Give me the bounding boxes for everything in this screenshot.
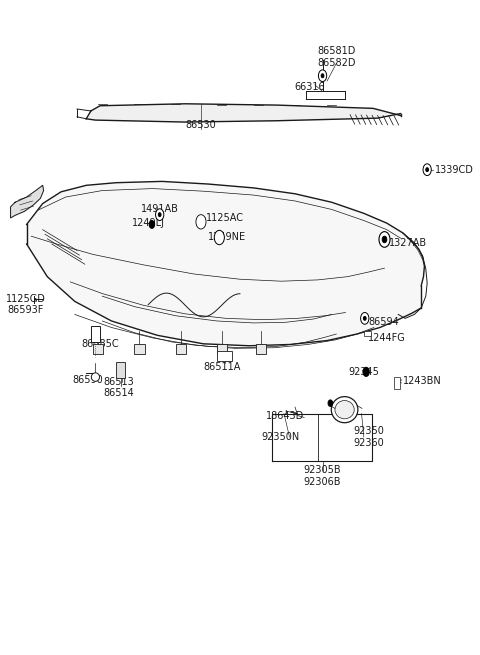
Bar xyxy=(364,331,371,336)
Text: 92350N: 92350N xyxy=(261,432,300,442)
Circle shape xyxy=(149,221,155,229)
Bar xyxy=(256,345,266,354)
Circle shape xyxy=(214,231,224,245)
Circle shape xyxy=(158,213,161,217)
Text: 86513
86514: 86513 86514 xyxy=(103,377,134,398)
Circle shape xyxy=(328,400,333,406)
Polygon shape xyxy=(11,185,44,218)
Circle shape xyxy=(360,312,369,324)
Circle shape xyxy=(426,168,429,172)
Text: 86530: 86530 xyxy=(186,121,216,130)
Text: 92345: 92345 xyxy=(348,367,379,377)
Bar xyxy=(217,351,232,362)
Text: 1327AB: 1327AB xyxy=(389,238,427,248)
Text: 1339CD: 1339CD xyxy=(435,164,474,175)
Circle shape xyxy=(382,236,387,243)
Circle shape xyxy=(423,164,432,176)
Bar xyxy=(176,345,186,354)
Text: 18643D: 18643D xyxy=(266,411,304,421)
Text: 1249NE: 1249NE xyxy=(208,233,246,242)
Ellipse shape xyxy=(331,397,358,422)
Text: 1125GD
86593F: 1125GD 86593F xyxy=(6,294,46,316)
Bar xyxy=(93,345,103,354)
Bar xyxy=(91,326,99,342)
Text: 86511A: 86511A xyxy=(203,362,240,371)
Text: 1249LJ: 1249LJ xyxy=(132,218,165,228)
Text: 86590: 86590 xyxy=(72,375,103,384)
Text: 92350
92360: 92350 92360 xyxy=(353,426,384,448)
Ellipse shape xyxy=(91,373,99,381)
Text: 1125AC: 1125AC xyxy=(205,213,243,223)
Circle shape xyxy=(196,215,206,229)
Circle shape xyxy=(216,234,222,242)
Polygon shape xyxy=(86,103,400,122)
Bar xyxy=(217,345,227,354)
Text: 86581D
86582D: 86581D 86582D xyxy=(317,46,356,67)
Circle shape xyxy=(379,232,390,248)
Text: 1244FG: 1244FG xyxy=(369,333,406,343)
Circle shape xyxy=(321,74,324,78)
Circle shape xyxy=(318,70,327,82)
Text: 86594: 86594 xyxy=(369,317,399,328)
Circle shape xyxy=(363,316,366,320)
Ellipse shape xyxy=(335,401,354,419)
Circle shape xyxy=(156,209,164,221)
Bar xyxy=(394,377,400,389)
Bar xyxy=(134,345,144,354)
Polygon shape xyxy=(26,181,424,346)
Text: 66316: 66316 xyxy=(294,83,325,92)
Circle shape xyxy=(363,367,369,377)
Circle shape xyxy=(198,218,204,226)
Text: 92305B
92306B: 92305B 92306B xyxy=(304,466,341,487)
Text: 1243BN: 1243BN xyxy=(403,376,442,386)
Text: 1491AB: 1491AB xyxy=(141,204,179,214)
Text: 86585C: 86585C xyxy=(82,339,120,350)
Bar xyxy=(116,362,125,379)
